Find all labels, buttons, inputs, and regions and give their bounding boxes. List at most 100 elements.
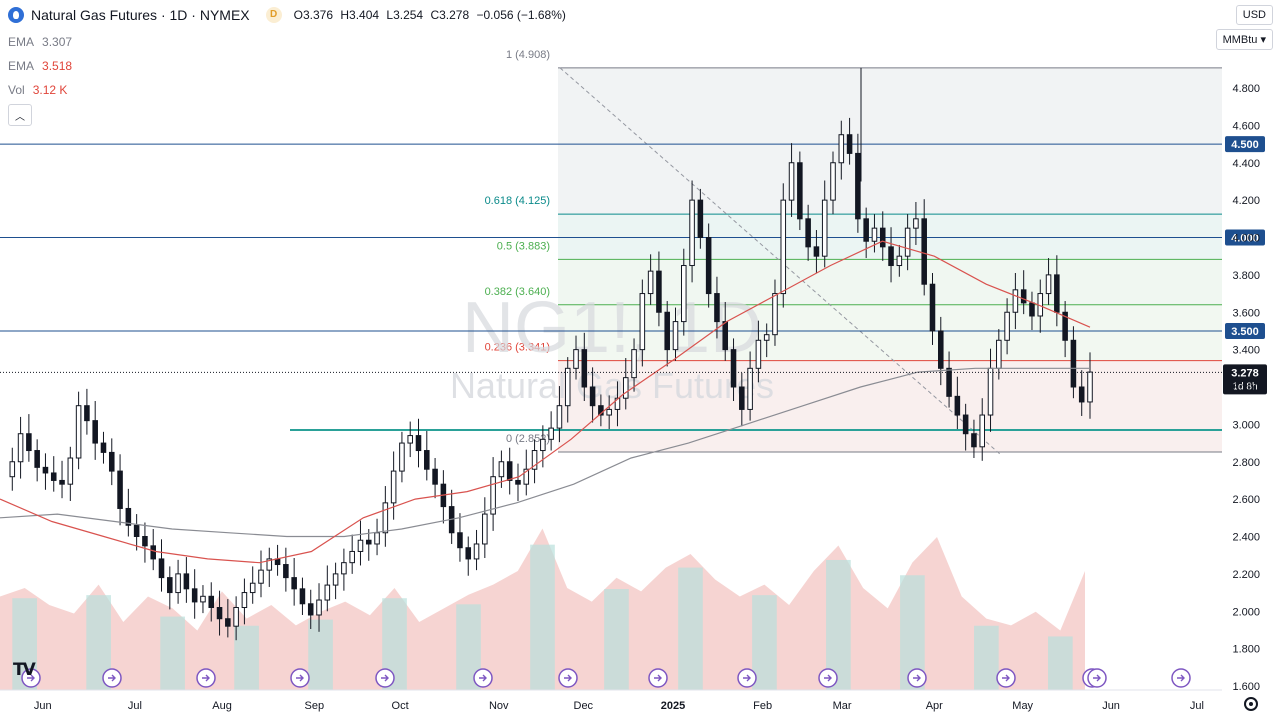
candle-body-78 (647, 270, 654, 295)
volume-bar-10 (234, 625, 259, 690)
candle-body-4 (34, 450, 40, 468)
candle-body-15 (125, 507, 132, 526)
candle-body-96 (797, 162, 803, 220)
candle-body-75 (622, 377, 629, 399)
x-tick-label: Sep (304, 700, 324, 712)
candle-body-112 (929, 283, 936, 332)
y-tick-label: 3.600 (1232, 307, 1260, 319)
x-tick-label: Jul (128, 700, 142, 712)
tradingview-logo-icon[interactable]: TV (13, 660, 36, 680)
last-price-tag-bg (1223, 364, 1267, 395)
y-tick-label: 4.800 (1232, 83, 1260, 95)
candle-body-84 (697, 199, 704, 238)
indicator-ema-slow[interactable]: EMA 3.518 (8, 59, 73, 73)
watermark-name: Natural Gas Futures (450, 365, 774, 406)
fib-zone-4 (558, 360, 1222, 453)
candle-body-11 (92, 420, 98, 444)
open-value: 3.376 (302, 8, 333, 22)
candle-body-48 (399, 442, 405, 472)
candle-body-85 (705, 237, 712, 295)
high-value: 3.404 (349, 8, 380, 22)
candle-body-93 (772, 293, 778, 336)
delayed-badge[interactable]: D (265, 7, 282, 23)
candle-body-98 (813, 246, 820, 257)
candle-body-49 (407, 435, 413, 444)
event-arrow-icon (913, 674, 921, 682)
y-tick-label: 2.400 (1232, 532, 1260, 544)
candle-body-88 (730, 349, 737, 388)
indicator-volume[interactable]: Vol 3.12 K (8, 83, 68, 97)
candle-body-43 (357, 539, 364, 552)
gear-icon[interactable] (1244, 697, 1258, 711)
candle-body-2 (17, 433, 24, 463)
candle-body-100 (830, 162, 836, 201)
y-tick-label: 1.600 (1232, 681, 1260, 693)
y-tick-label: 3.800 (1232, 270, 1260, 282)
x-tick-label: Feb (753, 700, 772, 712)
candle-body-92 (763, 334, 770, 341)
candle-body-131 (1087, 371, 1093, 403)
y-tick-label: 2.600 (1232, 494, 1260, 506)
x-tick-label: Jun (34, 700, 52, 712)
level-tag-1: 4.000 (1231, 233, 1259, 245)
candle-body-72 (598, 405, 604, 416)
x-tick-label: Nov (489, 700, 509, 712)
candle-body-79 (656, 270, 662, 313)
event-arrow-icon (654, 674, 662, 682)
event-arrow-icon (27, 674, 35, 682)
volume-bar-43 (1048, 636, 1073, 690)
candle-body-107 (888, 246, 894, 267)
candle-body-10 (84, 405, 90, 422)
level-tag-bg-2 (1225, 322, 1265, 339)
candle-body-47 (390, 470, 397, 504)
candle-body-76 (631, 349, 637, 379)
last-price-countdown: 1d 8h (1232, 381, 1257, 392)
candle-body-35 (291, 577, 297, 590)
candle-body-83 (689, 199, 695, 267)
candle-body-123 (1020, 289, 1027, 304)
close-value: 3.278 (439, 8, 470, 22)
candle-body-127 (1054, 274, 1060, 313)
candle-body-66 (548, 427, 554, 440)
candle-body-119 (987, 367, 994, 416)
currency-selector[interactable]: USD (1235, 5, 1273, 25)
candle-body-108 (896, 255, 903, 267)
candle-body-63 (523, 468, 530, 485)
candle-body-1 (9, 461, 16, 478)
indicator-ema-fast[interactable]: EMA 3.307 (8, 35, 73, 49)
chevron-up-icon[interactable]: ︿ (8, 104, 32, 126)
candle-body-70 (581, 349, 588, 388)
candle-body-56 (465, 547, 472, 560)
candle-body-16 (133, 524, 140, 537)
candle-body-30 (249, 582, 256, 594)
symbol-title[interactable]: Natural Gas Futures · 1D · NYMEX (31, 7, 250, 23)
candle-body-111 (921, 218, 927, 285)
candle-body-41 (341, 562, 347, 575)
event-arrow-icon (1002, 674, 1010, 682)
scale-controls: USD MMBtu ▾ (1215, 5, 1273, 50)
candle-body-3 (26, 433, 32, 452)
unit-selector[interactable]: MMBtu ▾ (1215, 29, 1273, 50)
candle-body-71 (589, 386, 596, 407)
fib-zone-2 (558, 259, 1222, 305)
change-value: −0.056 (−1.68%) (476, 8, 566, 22)
candle-body-19 (158, 558, 165, 579)
candle-body-24 (200, 595, 206, 603)
candle-body-77 (639, 293, 646, 351)
candle-body-27 (225, 618, 231, 627)
candle-body-32 (266, 558, 273, 571)
event-arrow-icon (743, 674, 751, 682)
candle-body-106 (879, 227, 886, 248)
candle-body-5 (42, 466, 49, 474)
candle-body-36 (299, 588, 306, 605)
candle-body-58 (482, 513, 488, 545)
candle-body-102 (846, 134, 853, 154)
candle-body-34 (283, 564, 289, 579)
candle-body-25 (208, 595, 215, 609)
volume-bar-7 (160, 616, 185, 690)
event-arrow-icon (381, 674, 389, 682)
candle-body-74 (614, 397, 621, 410)
volume-bar-40 (974, 625, 999, 690)
x-tick-label: Aug (212, 700, 232, 712)
